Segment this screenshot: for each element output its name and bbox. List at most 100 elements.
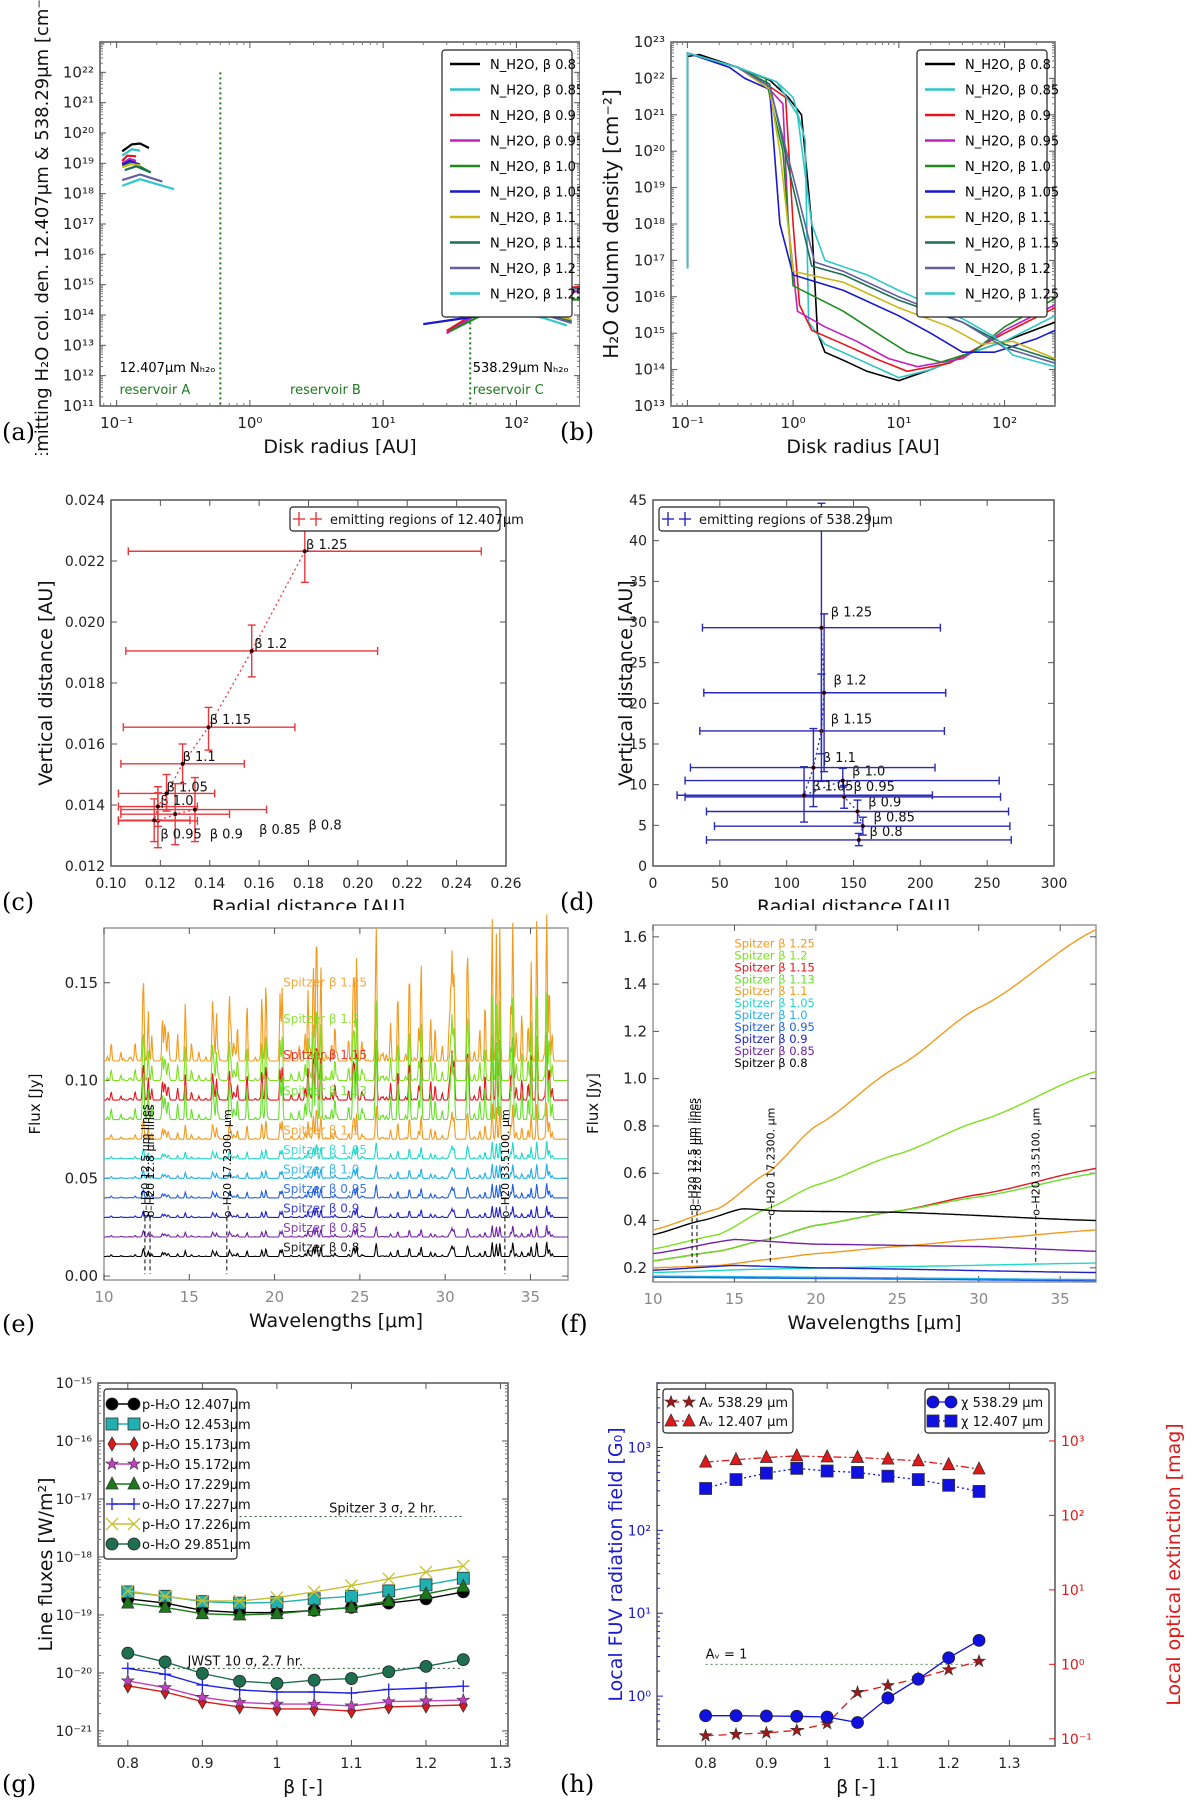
extinction-line: [705, 1455, 980, 1470]
chart-g-svg: 0.8 0.9 1 1.1 1.2 1.3 10⁻²¹ 10⁻²⁰ 10⁻¹⁹ 10⁻¹⁸ 10⁻¹…: [35, 1376, 512, 1798]
series-line-beta-0.8: [121, 142, 150, 153]
y-axis-label: Line fluxes [W/m²]: [35, 1477, 57, 1651]
point-label: β 0.95: [854, 780, 895, 795]
point-label: β 1.2: [254, 637, 287, 652]
y-right-tick-label: 10⁰: [1061, 1657, 1085, 1673]
flux-marker: [419, 1659, 433, 1673]
spectrum-legend-label: Spitzer β 1.25: [283, 976, 367, 990]
spectrum-legend-label: Spitzer β 1.15: [283, 1048, 367, 1062]
panel-g: 0.8 0.9 1 1.1 1.2 1.3 10⁻²¹ 10⁻²⁰ 10⁻¹⁹ 10⁻¹⁸ 10⁻¹…: [0, 1355, 580, 1803]
x-tick-label: 100: [773, 876, 800, 892]
legend-marker: [682, 1413, 696, 1427]
fuv-marker: [972, 1634, 986, 1647]
plot-frame: [656, 1382, 1056, 1747]
annotation: reservoir A: [119, 383, 190, 398]
x-tick-label: 1.2: [938, 1756, 960, 1772]
fuv-marker: [972, 1485, 986, 1498]
y-tick-label: 5: [638, 818, 647, 834]
sed-legend-label: Spitzer β 1.05: [734, 996, 814, 1010]
legend-entry: Aᵥ 12.407 μm: [699, 1415, 788, 1430]
flux-marker: [456, 1578, 470, 1592]
point-label: β 0.8: [870, 825, 903, 840]
y-tick-label: 10¹⁵: [63, 276, 94, 294]
sed-line: [652, 1238, 1097, 1255]
flux-line: [127, 1577, 464, 1604]
data-point: [155, 804, 160, 809]
extinction-marker: [972, 1461, 986, 1475]
marker-x-b: [233, 1594, 247, 1608]
marker-x-b: [382, 1572, 396, 1586]
legend-entry: N_H2O, β 0.8: [965, 58, 1051, 73]
spectrum-line: [104, 914, 568, 1063]
x-tick-label: 10¹: [371, 414, 396, 432]
plot-frame: [97, 1382, 509, 1747]
legend-entry: N_H2O, β 1.0: [490, 160, 576, 175]
y-tick-label: 10¹⁶: [634, 288, 665, 306]
data-point: [822, 690, 827, 695]
chart-e-svg: 10 15 20 25 30 35 0.00 0.05 0.10 0.15 Wavelengths …: [26, 914, 569, 1332]
legend-marker: [126, 1456, 142, 1471]
y-tick-label: 10⁻¹⁸: [56, 1550, 93, 1566]
extinction-marker: [759, 1449, 774, 1463]
y-axis-label: H₂O column density [cm⁻²]: [599, 89, 623, 358]
flux-marker: [344, 1599, 359, 1613]
errorbar-point: [122, 706, 296, 751]
legend-entry: o-H₂O 17.229μm: [142, 1478, 251, 1493]
extinction-marker: [759, 1725, 774, 1739]
legend-entry: N_H2O, β 0.95: [965, 135, 1059, 150]
x-axis-label: Radial distance [AU]: [757, 896, 950, 910]
flux-line: [127, 1565, 464, 1602]
legend-entry: N_H2O, β 1.05: [490, 186, 580, 201]
spectrum-line: [104, 1163, 568, 1180]
x-tick-label: 1: [272, 1756, 281, 1772]
sed-legend-label: Spitzer β 0.9: [734, 1032, 807, 1046]
legend-entry: N_H2O, β 1.15: [490, 237, 580, 252]
y-axis-label: Vertical distance [AU]: [35, 580, 57, 785]
legend-entry: emitting regions of 538.29μm: [699, 513, 893, 528]
x-tick-label: 10⁻¹: [671, 414, 704, 432]
flux-marker: [233, 1594, 247, 1608]
extinction-marker: [820, 1449, 834, 1463]
sed-line: [652, 929, 1097, 1231]
fuv-marker: [699, 1482, 713, 1495]
y-tick-label: 0.016: [65, 737, 105, 753]
legend-entry: N_H2O, β 1.25: [490, 288, 580, 303]
x-tick-label: 0.9: [755, 1756, 777, 1772]
x-tick-label: 1.1: [877, 1756, 899, 1772]
extinction-marker: [790, 1447, 804, 1462]
y-tick-label: 10¹⁹: [634, 179, 665, 197]
sed-line: [652, 1229, 1097, 1269]
legend-marker: [926, 1395, 940, 1409]
y-right-tick-label: 10¹: [1061, 1583, 1084, 1599]
flux-marker: [196, 1678, 209, 1691]
marker-x-b: [105, 1517, 119, 1531]
chart-f-svg: 10 15 20 25 30 35 0.2 0.4 0.6 0.8 1.0 1.2 1.4 1.6 Wave…: [584, 924, 1097, 1334]
extinction-marker: [881, 1451, 895, 1465]
legend-entry: emitting regions of 12.407μm: [330, 513, 524, 528]
y-tick-label: 10¹⁴: [634, 361, 665, 379]
y-tick-label: 0.024: [65, 493, 105, 509]
x-tick-label: 0.9: [191, 1756, 213, 1772]
spectrum-legend-label: Spitzer β 1.2: [283, 1012, 359, 1026]
marker-x-b: [270, 1591, 284, 1604]
legend-box: [916, 49, 1048, 318]
series-line-beta-1.05: [686, 51, 1056, 354]
connecting-dotted-line: [802, 627, 864, 841]
fuv-marker: [820, 1464, 834, 1478]
line-marker-label: o–H20 17.2300. μm: [221, 1109, 234, 1217]
spectrum-line: [104, 1183, 568, 1199]
x-tick-label: 1: [823, 1756, 832, 1772]
flux-marker: [158, 1655, 172, 1669]
point-label: β 0.9: [210, 828, 243, 843]
spectrum-line: [104, 992, 568, 1082]
flux-line: [127, 1585, 464, 1616]
x-tick-label: 250: [974, 876, 1001, 892]
point-label: β 1.1: [183, 750, 216, 765]
panel-f: 10 15 20 25 30 35 0.2 0.4 0.6 0.8 1.0 1.2 1.4 1.6 Wave…: [580, 910, 1200, 1355]
flux-marker: [382, 1683, 395, 1696]
fuv-marker: [911, 1672, 925, 1686]
data-point: [819, 625, 824, 630]
flux-marker: [121, 1662, 134, 1675]
y-tick-label: 10¹⁴: [63, 306, 94, 324]
x-tick-label: 30: [436, 1288, 455, 1306]
